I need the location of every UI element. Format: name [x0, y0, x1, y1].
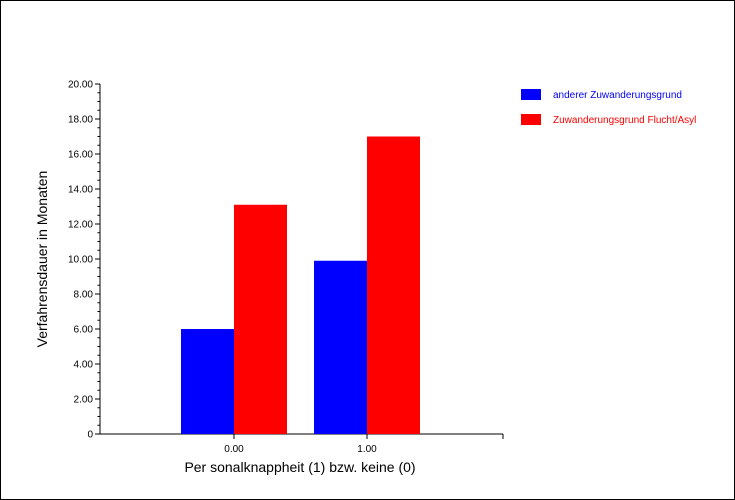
- bar-2: [234, 204, 287, 434]
- y-tick-label: 18.00: [68, 115, 93, 126]
- y-tick-label: 12.00: [68, 220, 93, 231]
- y-tick-label: 4.00: [74, 360, 94, 371]
- y-tick-label: 6.00: [74, 325, 94, 336]
- y-tick-label: 0: [87, 430, 93, 441]
- y-tick-label: 10.00: [68, 255, 93, 266]
- x-tick-label: 0.00: [224, 444, 244, 455]
- legend-label: Zuwanderungsgrund Flucht/Asyl: [553, 115, 696, 126]
- y-tick-label: 16.00: [68, 150, 93, 161]
- y-tick-label: 2.00: [74, 395, 94, 406]
- y-axis: 0 2.00 4.00 6.00 8.00 10.00 12.00 14.00 16.00 18.…: [68, 80, 101, 441]
- legend: anderer Zuwanderungsgrund Zuwanderungsgru…: [521, 89, 696, 126]
- y-axis-title: Verfahrensdauer in Monaten: [34, 171, 50, 348]
- legend-swatch: [521, 114, 541, 125]
- legend-label: anderer Zuwanderungsgrund: [553, 90, 682, 101]
- y-tick-label: 14.00: [68, 185, 93, 196]
- bar-1: [181, 329, 234, 434]
- legend-swatch: [521, 89, 541, 100]
- x-tick-label: 1.00: [357, 444, 377, 455]
- bar-2: [367, 136, 420, 434]
- y-tick-label: 20.00: [68, 80, 93, 91]
- x-axis: 0.00 1.00: [100, 433, 504, 455]
- bars: [181, 136, 420, 434]
- y-tick-label: 8.00: [74, 290, 94, 301]
- bar-1: [314, 260, 367, 434]
- x-axis-title: Per sonalknappheit (1) bzw. keine (0): [184, 459, 415, 475]
